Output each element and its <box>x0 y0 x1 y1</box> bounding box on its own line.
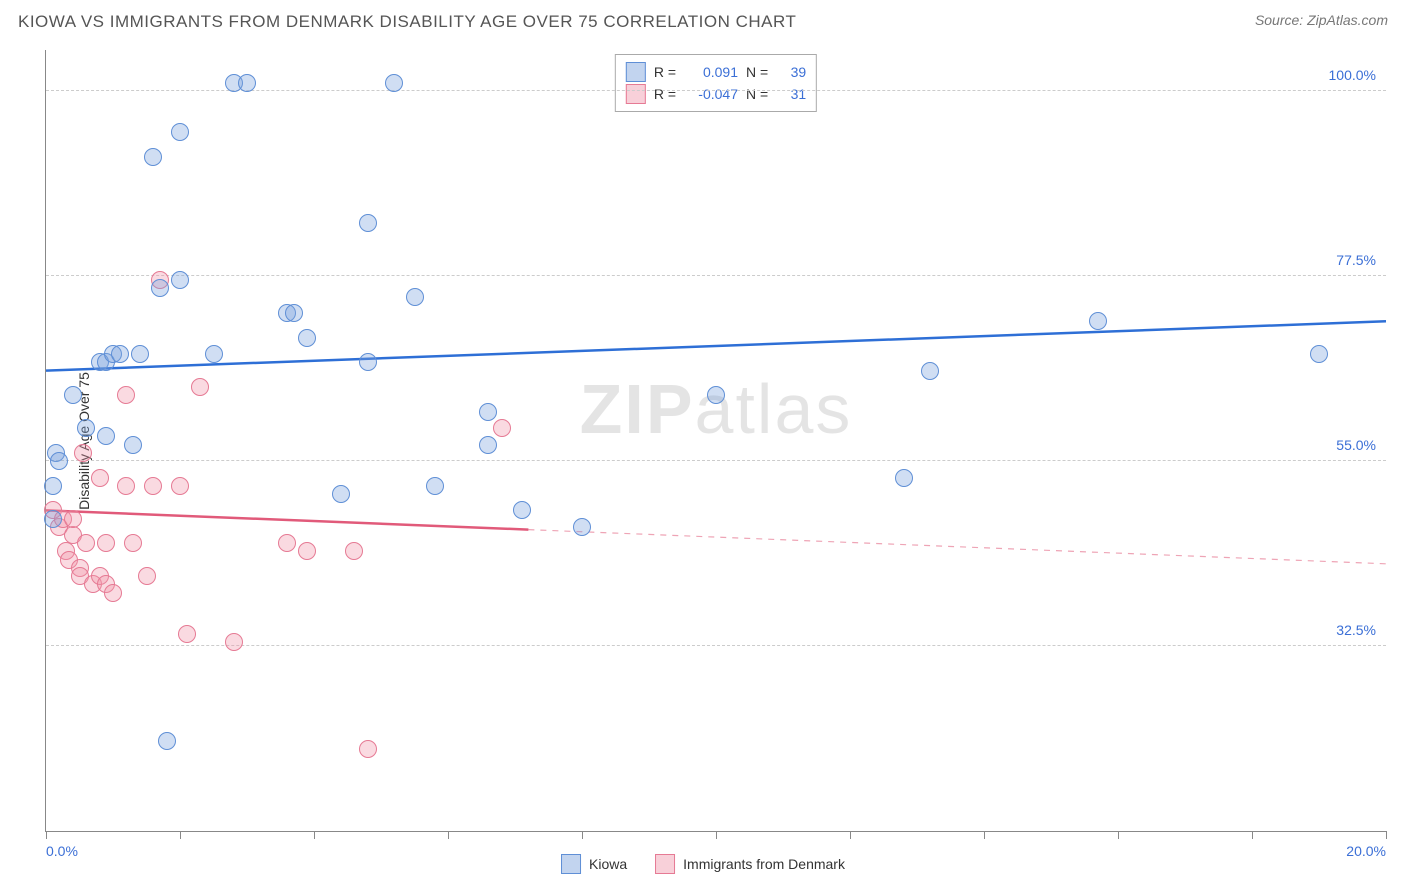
data-point <box>74 444 92 462</box>
gridline <box>46 275 1386 276</box>
x-axis-min: 0.0% <box>46 843 78 859</box>
correlation-legend: R = 0.091 N = 39 R = -0.047 N = 31 <box>615 54 817 112</box>
data-point <box>573 518 591 536</box>
data-point <box>64 510 82 528</box>
data-point <box>513 501 531 519</box>
x-tick <box>1118 831 1119 839</box>
data-point <box>97 427 115 445</box>
legend-swatch-denmark <box>626 84 646 104</box>
data-point <box>64 386 82 404</box>
data-point <box>191 378 209 396</box>
data-point <box>117 477 135 495</box>
chart-title: KIOWA VS IMMIGRANTS FROM DENMARK DISABIL… <box>18 12 796 32</box>
data-point <box>285 304 303 322</box>
y-tick-label: 100.0% <box>1329 67 1376 83</box>
legend-swatch-kiowa <box>561 854 581 874</box>
x-tick <box>984 831 985 839</box>
legend-swatch-denmark <box>655 854 675 874</box>
data-point <box>298 329 316 347</box>
data-point <box>479 436 497 454</box>
x-tick <box>850 831 851 839</box>
x-tick <box>448 831 449 839</box>
r-value-denmark: -0.047 <box>684 83 738 105</box>
trend-lines <box>46 50 1386 831</box>
data-point <box>921 362 939 380</box>
gridline <box>46 460 1386 461</box>
data-point <box>895 469 913 487</box>
data-point <box>124 534 142 552</box>
x-axis-max: 20.0% <box>1346 843 1386 859</box>
data-point <box>298 542 316 560</box>
data-point <box>171 477 189 495</box>
data-point <box>131 345 149 363</box>
data-point <box>707 386 725 404</box>
data-point <box>332 485 350 503</box>
data-point <box>385 74 403 92</box>
data-point <box>345 542 363 560</box>
n-label: N = <box>746 83 768 105</box>
y-tick-label: 55.0% <box>1336 437 1376 453</box>
data-point <box>117 386 135 404</box>
source-attribution: Source: ZipAtlas.com <box>1255 12 1388 28</box>
y-tick-label: 77.5% <box>1336 252 1376 268</box>
data-point <box>77 534 95 552</box>
r-value-kiowa: 0.091 <box>684 61 738 83</box>
data-point <box>359 214 377 232</box>
data-point <box>144 477 162 495</box>
legend-label-kiowa: Kiowa <box>589 856 627 872</box>
data-point <box>225 633 243 651</box>
data-point <box>111 345 129 363</box>
x-tick <box>314 831 315 839</box>
gridline <box>46 645 1386 646</box>
n-value-kiowa: 39 <box>776 61 806 83</box>
n-label: N = <box>746 61 768 83</box>
series-legend: Kiowa Immigrants from Denmark <box>561 854 845 874</box>
data-point <box>44 510 62 528</box>
data-point <box>144 148 162 166</box>
r-label: R = <box>654 83 676 105</box>
data-point <box>1310 345 1328 363</box>
data-point <box>77 419 95 437</box>
data-point <box>124 436 142 454</box>
x-tick <box>582 831 583 839</box>
legend-label-denmark: Immigrants from Denmark <box>683 856 845 872</box>
legend-swatch-kiowa <box>626 62 646 82</box>
data-point <box>406 288 424 306</box>
data-point <box>493 419 511 437</box>
data-point <box>205 345 223 363</box>
n-value-denmark: 31 <box>776 83 806 105</box>
data-point <box>138 567 156 585</box>
data-point <box>278 534 296 552</box>
watermark: ZIPatlas <box>580 369 853 449</box>
data-point <box>359 353 377 371</box>
data-point <box>238 74 256 92</box>
r-label: R = <box>654 61 676 83</box>
data-point <box>50 452 68 470</box>
y-tick-label: 32.5% <box>1336 622 1376 638</box>
data-point <box>359 740 377 758</box>
x-tick <box>180 831 181 839</box>
data-point <box>44 477 62 495</box>
data-point <box>479 403 497 421</box>
data-point <box>158 732 176 750</box>
x-tick <box>716 831 717 839</box>
data-point <box>171 123 189 141</box>
data-point <box>171 271 189 289</box>
data-point <box>104 584 122 602</box>
data-point <box>426 477 444 495</box>
x-tick <box>1252 831 1253 839</box>
data-point <box>91 469 109 487</box>
plot-container: Disability Age Over 75 ZIPatlas R = 0.09… <box>45 50 1386 832</box>
data-point <box>1089 312 1107 330</box>
x-tick <box>1386 831 1387 839</box>
data-point <box>97 534 115 552</box>
plot-area: ZIPatlas R = 0.091 N = 39 R = -0.047 N =… <box>45 50 1386 832</box>
x-tick <box>46 831 47 839</box>
data-point <box>151 279 169 297</box>
data-point <box>178 625 196 643</box>
